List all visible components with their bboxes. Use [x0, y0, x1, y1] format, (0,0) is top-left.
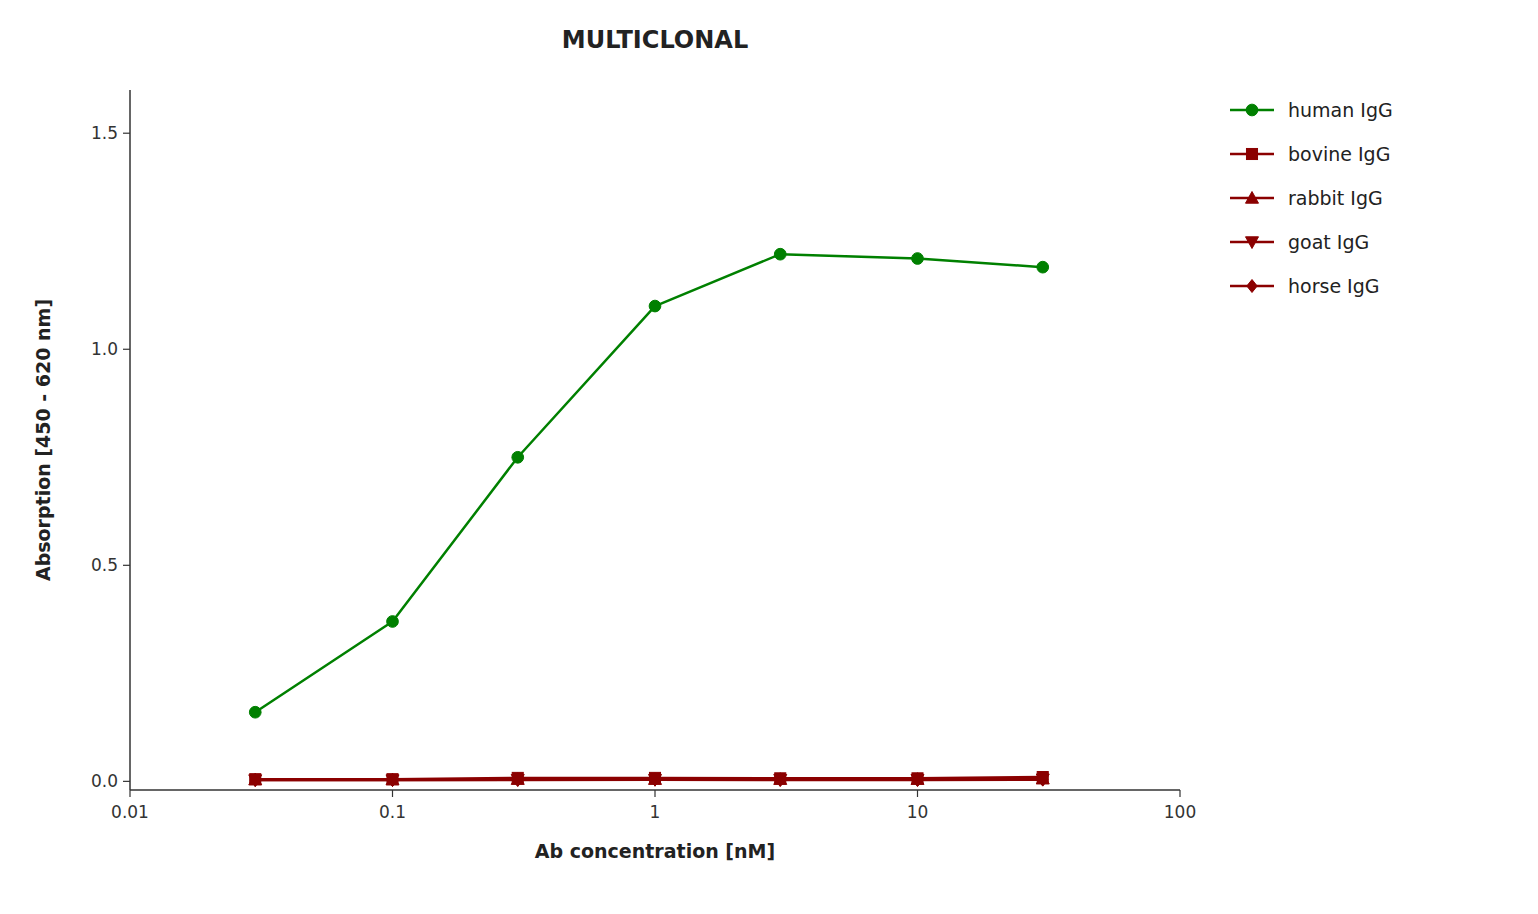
plot-area [249, 248, 1050, 786]
point [512, 451, 524, 463]
y-tick-label: 0.0 [91, 771, 118, 791]
point [1036, 772, 1049, 784]
point [774, 248, 786, 260]
y-tick-label: 1.5 [91, 123, 118, 143]
point [387, 616, 399, 628]
legend-marker [1246, 148, 1257, 159]
series [250, 772, 1049, 785]
x-tick [917, 790, 918, 797]
x-tick [1179, 790, 1180, 797]
point [1037, 261, 1049, 273]
point [912, 253, 924, 265]
y-axis-label: Absorption [450 - 620 nm] [32, 299, 54, 581]
point [1037, 772, 1048, 783]
x-tick-label: 100 [1164, 802, 1196, 822]
y-tick-label: 1.0 [91, 339, 118, 359]
legend-label: human IgG [1288, 99, 1393, 121]
legend-marker [1246, 192, 1259, 204]
x-tick [654, 790, 655, 797]
point [250, 774, 261, 785]
legend-marker [1247, 280, 1257, 293]
legend-marker [1246, 237, 1259, 249]
chart: MULTICLONAL 0.01 0.1 1 10 100 0.0 0.5 1.0 1.5 Ab c… [0, 0, 1538, 914]
legend-label: horse IgG [1288, 275, 1380, 297]
x-tick [392, 790, 393, 797]
point [649, 300, 661, 312]
point [387, 774, 398, 785]
y-tick [123, 781, 130, 782]
y-tick [123, 349, 130, 350]
point [249, 706, 261, 718]
y-tick-label: 0.5 [91, 555, 118, 575]
series [249, 248, 1048, 718]
y-tick [123, 133, 130, 134]
point [512, 772, 523, 783]
point [249, 773, 262, 785]
title: MULTICLONAL [562, 26, 748, 54]
legend: human IgG bovine IgG rabbit IgG goat IgG hor… [1230, 99, 1393, 297]
point [775, 773, 786, 784]
y-axis-line [129, 90, 131, 790]
x-tick-label: 0.1 [379, 802, 406, 822]
legend-label: rabbit IgG [1288, 187, 1383, 209]
point [912, 773, 923, 784]
x-tick [129, 790, 130, 797]
x-tick-label: 0.01 [111, 802, 149, 822]
point [774, 773, 787, 785]
x-tick-label: 10 [907, 802, 929, 822]
point [649, 772, 660, 783]
legend-label: bovine IgG [1288, 143, 1390, 165]
series [250, 773, 1048, 786]
x-axis-label: Ab concentration [nM] [535, 840, 775, 862]
point [250, 774, 260, 787]
point [649, 773, 662, 785]
legend-label: goat IgG [1288, 231, 1369, 253]
series [249, 772, 1050, 785]
y-tick [123, 565, 130, 566]
line [255, 254, 1043, 712]
point [386, 773, 399, 785]
point [911, 773, 924, 785]
legend-marker [1246, 104, 1258, 116]
x-tick-label: 1 [650, 802, 661, 822]
point [511, 773, 524, 785]
point [387, 774, 397, 787]
